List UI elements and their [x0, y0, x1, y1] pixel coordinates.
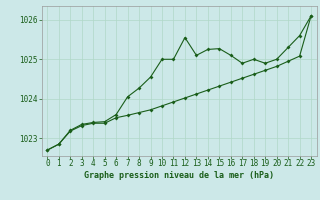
- X-axis label: Graphe pression niveau de la mer (hPa): Graphe pression niveau de la mer (hPa): [84, 171, 274, 180]
